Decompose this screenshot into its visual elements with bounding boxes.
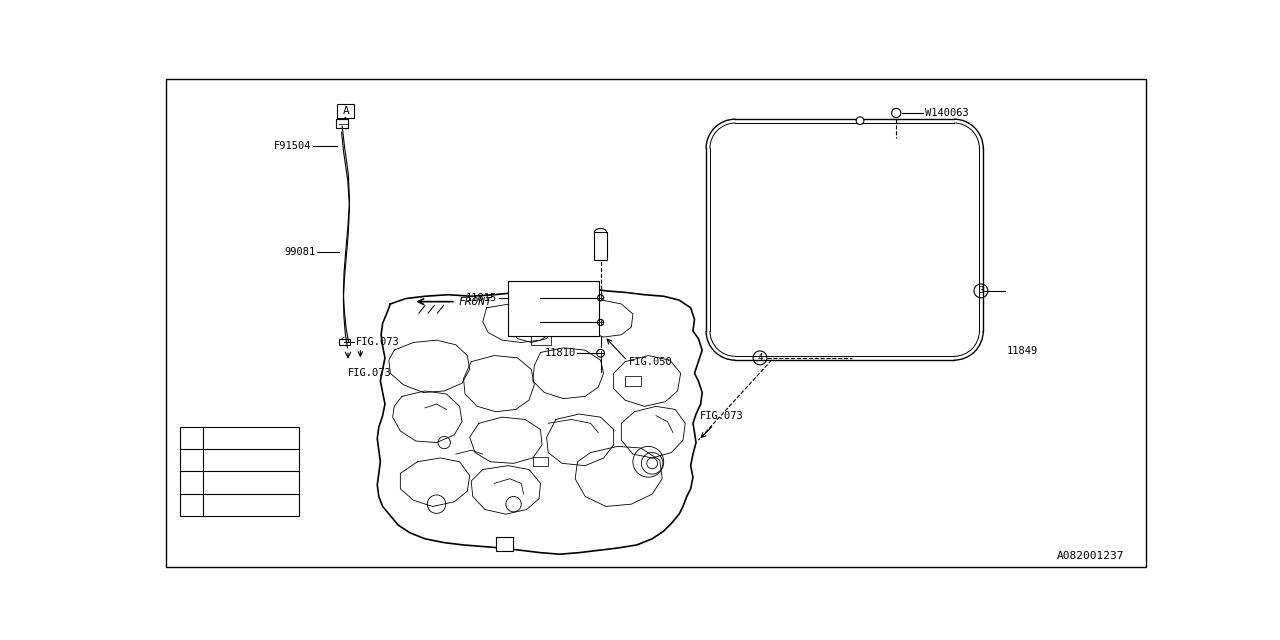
Text: 0923S*B: 0923S*B bbox=[210, 455, 253, 465]
Circle shape bbox=[892, 108, 901, 118]
Text: 11810: 11810 bbox=[545, 348, 576, 358]
Circle shape bbox=[856, 117, 864, 125]
Text: A082001237: A082001237 bbox=[1057, 551, 1124, 561]
Polygon shape bbox=[621, 406, 685, 458]
Polygon shape bbox=[483, 304, 556, 342]
Bar bbox=[508, 281, 599, 336]
Text: 4: 4 bbox=[189, 500, 195, 509]
Polygon shape bbox=[547, 414, 613, 466]
Bar bbox=[335, 119, 348, 129]
Polygon shape bbox=[575, 447, 662, 506]
Polygon shape bbox=[509, 312, 552, 342]
Bar bbox=[531, 333, 550, 345]
Polygon shape bbox=[470, 417, 541, 463]
Text: W140063: W140063 bbox=[924, 108, 969, 118]
Polygon shape bbox=[378, 289, 703, 554]
Text: 11815: 11815 bbox=[466, 292, 498, 303]
Text: A: A bbox=[342, 106, 349, 116]
Text: 0923S*A: 0923S*A bbox=[210, 477, 253, 488]
Text: F91504: F91504 bbox=[274, 141, 312, 151]
Bar bbox=[594, 232, 607, 260]
Text: FIG.073: FIG.073 bbox=[348, 368, 392, 378]
Text: 11849: 11849 bbox=[1006, 346, 1038, 356]
Polygon shape bbox=[463, 356, 534, 412]
Text: F91418: F91418 bbox=[210, 433, 247, 444]
Polygon shape bbox=[401, 458, 470, 506]
Text: 3: 3 bbox=[189, 478, 195, 487]
Text: FRONT: FRONT bbox=[460, 296, 493, 307]
Text: 3: 3 bbox=[978, 286, 983, 296]
Bar bbox=[180, 427, 300, 516]
Text: FIG.073: FIG.073 bbox=[700, 411, 744, 420]
Polygon shape bbox=[471, 466, 540, 514]
Polygon shape bbox=[613, 356, 681, 406]
Polygon shape bbox=[389, 340, 470, 392]
Bar bbox=[337, 104, 355, 118]
Text: FIG.073: FIG.073 bbox=[356, 337, 399, 347]
Text: A: A bbox=[500, 539, 508, 549]
Bar bbox=[339, 339, 349, 345]
Text: 4: 4 bbox=[758, 353, 763, 362]
Polygon shape bbox=[579, 300, 632, 337]
Text: F91801: F91801 bbox=[210, 500, 247, 509]
Bar bbox=[495, 537, 513, 551]
Polygon shape bbox=[532, 348, 604, 399]
Text: 1: 1 bbox=[530, 318, 535, 327]
Bar bbox=[625, 376, 640, 385]
Text: FIG.050: FIG.050 bbox=[628, 358, 673, 367]
Text: 1: 1 bbox=[189, 434, 195, 443]
Text: 2: 2 bbox=[189, 456, 195, 465]
Bar bbox=[532, 457, 548, 467]
Polygon shape bbox=[393, 391, 462, 442]
Text: 2: 2 bbox=[530, 293, 535, 302]
Text: 99081: 99081 bbox=[284, 247, 316, 257]
